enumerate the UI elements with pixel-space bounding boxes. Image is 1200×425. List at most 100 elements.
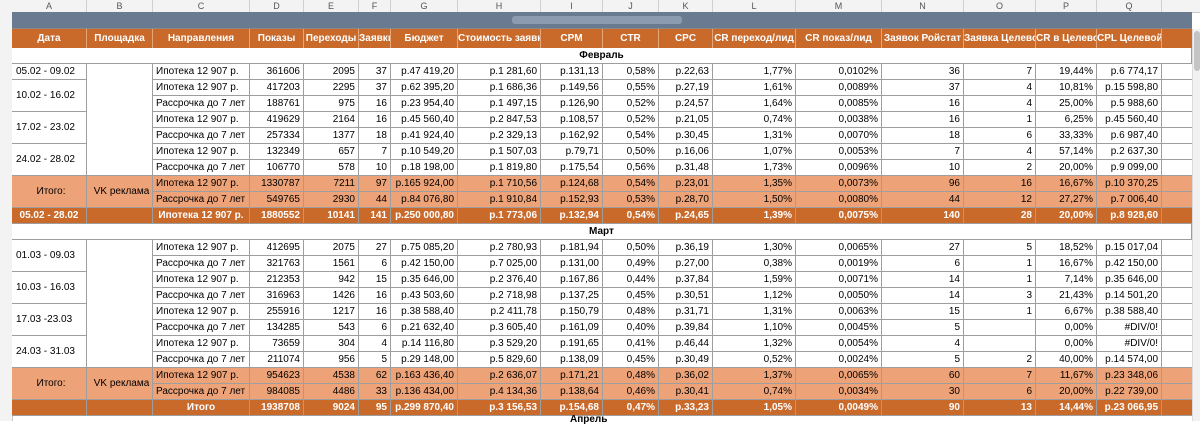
table-cell[interactable] <box>87 400 153 415</box>
table-cell[interactable]: 3 <box>964 288 1036 303</box>
table-cell[interactable]: Ипотека 12 907 р. <box>153 208 250 223</box>
table-cell[interactable]: 4486 <box>304 384 359 399</box>
table-cell[interactable]: 1,73% <box>713 160 796 175</box>
table-cell[interactable]: Рассрочка до 7 лет <box>153 256 250 271</box>
table-cell[interactable]: 140 <box>882 208 964 223</box>
table-cell[interactable]: 27,27% <box>1036 192 1097 207</box>
column-letter-d[interactable]: D <box>250 0 304 12</box>
table-cell[interactable]: р.150,79 <box>541 304 603 319</box>
table-cell[interactable]: р.27,00 <box>659 256 713 271</box>
table-cell[interactable]: 1 <box>964 112 1036 127</box>
table-cell[interactable]: 6 <box>964 128 1036 143</box>
table-cell[interactable]: р.3 605,40 <box>458 320 541 335</box>
table-cell[interactable]: 188761 <box>250 96 304 111</box>
column-letter-p[interactable]: P <box>1036 0 1097 12</box>
subtotal-platform[interactable]: VK реклама <box>87 368 153 400</box>
table-cell[interactable]: р.7 025,00 <box>458 256 541 271</box>
table-cell[interactable]: 412695 <box>250 240 304 255</box>
table-cell[interactable]: 954623 <box>250 368 304 383</box>
table-cell[interactable]: Ипотека 12 907 р. <box>153 176 250 191</box>
table-cell[interactable]: 975 <box>304 96 359 111</box>
table-cell[interactable]: 0,0038% <box>796 112 882 127</box>
table-cell[interactable]: 1561 <box>304 256 359 271</box>
table-cell[interactable]: 0,54% <box>603 208 659 223</box>
table-cell[interactable]: 0,38% <box>713 256 796 271</box>
table-cell[interactable]: 1,31% <box>713 304 796 319</box>
table-cell[interactable]: 30 <box>882 384 964 399</box>
table-cell[interactable]: 141 <box>359 208 391 223</box>
table-cell[interactable]: 0,54% <box>603 176 659 191</box>
table-cell[interactable]: р.21,05 <box>659 112 713 127</box>
table-cell[interactable]: 5 <box>964 240 1036 255</box>
table-cell[interactable]: 1,12% <box>713 288 796 303</box>
subtotal-platform[interactable]: VK реклама <box>87 176 153 208</box>
date-range-cell[interactable]: 05.02 - 09.02 <box>12 64 87 80</box>
column-letter-h[interactable]: H <box>458 0 541 12</box>
table-cell[interactable] <box>964 320 1036 335</box>
table-cell[interactable]: р.23,01 <box>659 176 713 191</box>
platform-merged-cell[interactable] <box>87 240 153 368</box>
table-cell[interactable]: р.62 395,20 <box>391 80 458 95</box>
table-cell[interactable]: р.126,90 <box>541 96 603 111</box>
table-cell[interactable]: 6 <box>882 256 964 271</box>
table-cell[interactable]: р.36,02 <box>659 368 713 383</box>
subtotal-label[interactable]: Итого: <box>12 368 87 400</box>
table-cell[interactable]: 5 <box>882 320 964 335</box>
column-letter-k[interactable]: K <box>659 0 713 12</box>
table-cell[interactable]: 96 <box>882 176 964 191</box>
table-cell[interactable]: р.22 739,00 <box>1097 384 1162 399</box>
table-cell[interactable]: 255916 <box>250 304 304 319</box>
table-cell[interactable]: 0,0054% <box>796 336 882 351</box>
table-cell[interactable]: р.31,71 <box>659 304 713 319</box>
table-cell[interactable]: 95 <box>359 400 391 415</box>
table-cell[interactable]: 549765 <box>250 192 304 207</box>
table-cell[interactable]: 106770 <box>250 160 304 175</box>
table-cell[interactable]: 7 <box>964 64 1036 79</box>
table-cell[interactable]: 7 <box>882 144 964 159</box>
table-cell[interactable]: р.24,57 <box>659 96 713 111</box>
table-cell[interactable]: 20,00% <box>1036 160 1097 175</box>
table-cell[interactable]: 212353 <box>250 272 304 287</box>
table-cell[interactable]: р.30,49 <box>659 352 713 367</box>
table-cell[interactable]: 134285 <box>250 320 304 335</box>
table-cell[interactable]: 956 <box>304 352 359 367</box>
table-cell[interactable]: р.1 819,80 <box>458 160 541 175</box>
table-cell[interactable]: р.6 774,17 <box>1097 64 1162 79</box>
table-cell[interactable]: 18 <box>359 128 391 143</box>
table-cell[interactable]: 14 <box>882 288 964 303</box>
table-cell[interactable]: 211074 <box>250 352 304 367</box>
table-cell[interactable]: р.45 560,40 <box>1097 112 1162 127</box>
table-cell[interactable]: р.1 497,15 <box>458 96 541 111</box>
table-cell[interactable]: р.47 419,20 <box>391 64 458 79</box>
table-cell[interactable]: 27 <box>882 240 964 255</box>
table-cell[interactable]: 0,0063% <box>796 304 882 319</box>
table-cell[interactable]: 15 <box>882 304 964 319</box>
table-cell[interactable]: Рассрочка до 7 лет <box>153 128 250 143</box>
table-cell[interactable]: 5 <box>359 352 391 367</box>
table-cell[interactable]: р.23 954,40 <box>391 96 458 111</box>
table-cell[interactable]: 0,55% <box>603 80 659 95</box>
table-cell[interactable]: 984085 <box>250 384 304 399</box>
table-cell[interactable]: р.1 686,36 <box>458 80 541 95</box>
table-cell[interactable]: 0,0085% <box>796 96 882 111</box>
table-cell[interactable]: р.30,51 <box>659 288 713 303</box>
table-cell[interactable]: р.15 017,04 <box>1097 240 1162 255</box>
table-cell[interactable]: 304 <box>304 336 359 351</box>
table-cell[interactable]: 6 <box>359 320 391 335</box>
column-letter-n[interactable]: N <box>882 0 964 12</box>
table-cell[interactable]: 1880552 <box>250 208 304 223</box>
column-letter-q[interactable]: Q <box>1097 0 1162 12</box>
table-cell[interactable]: 1,61% <box>713 80 796 95</box>
table-cell[interactable]: 1,37% <box>713 368 796 383</box>
table-cell[interactable]: р.43 503,60 <box>391 288 458 303</box>
table-cell[interactable]: р.2 718,98 <box>458 288 541 303</box>
table-cell[interactable]: 73659 <box>250 336 304 351</box>
table-cell[interactable]: 0,0071% <box>796 272 882 287</box>
table-cell[interactable]: 0,0034% <box>796 384 882 399</box>
table-cell[interactable]: р.2 376,40 <box>458 272 541 287</box>
table-cell[interactable]: 1377 <box>304 128 359 143</box>
table-cell[interactable]: 1330787 <box>250 176 304 191</box>
table-cell[interactable]: 1,30% <box>713 240 796 255</box>
date-range-cell[interactable]: 10.02 - 16.02 <box>12 80 87 112</box>
table-cell[interactable]: 1938708 <box>250 400 304 415</box>
